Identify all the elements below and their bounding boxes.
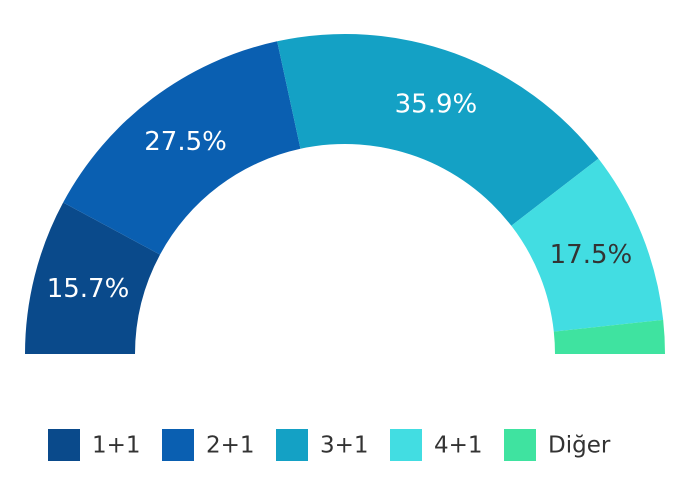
legend-swatch: [276, 429, 308, 461]
value-label: 27.5%: [144, 127, 227, 157]
legend-label: Diğer: [548, 433, 611, 459]
segment: [63, 41, 301, 255]
legend-swatch: [162, 429, 194, 461]
legend-label: 4+1: [434, 433, 483, 459]
legend-label: 2+1: [206, 433, 255, 459]
segment: [553, 319, 665, 354]
value-label: 35.9%: [395, 90, 478, 120]
legend-swatch: [48, 429, 80, 461]
value-label: 15.7%: [47, 274, 130, 304]
segment: [277, 33, 599, 226]
legend-swatch: [390, 429, 422, 461]
legend-label: 3+1: [320, 433, 369, 459]
segment: [25, 202, 161, 354]
legend-label: 1+1: [92, 433, 141, 459]
segment: [511, 158, 664, 332]
value-label: 17.5%: [550, 240, 633, 270]
legend-swatch: [504, 429, 536, 461]
